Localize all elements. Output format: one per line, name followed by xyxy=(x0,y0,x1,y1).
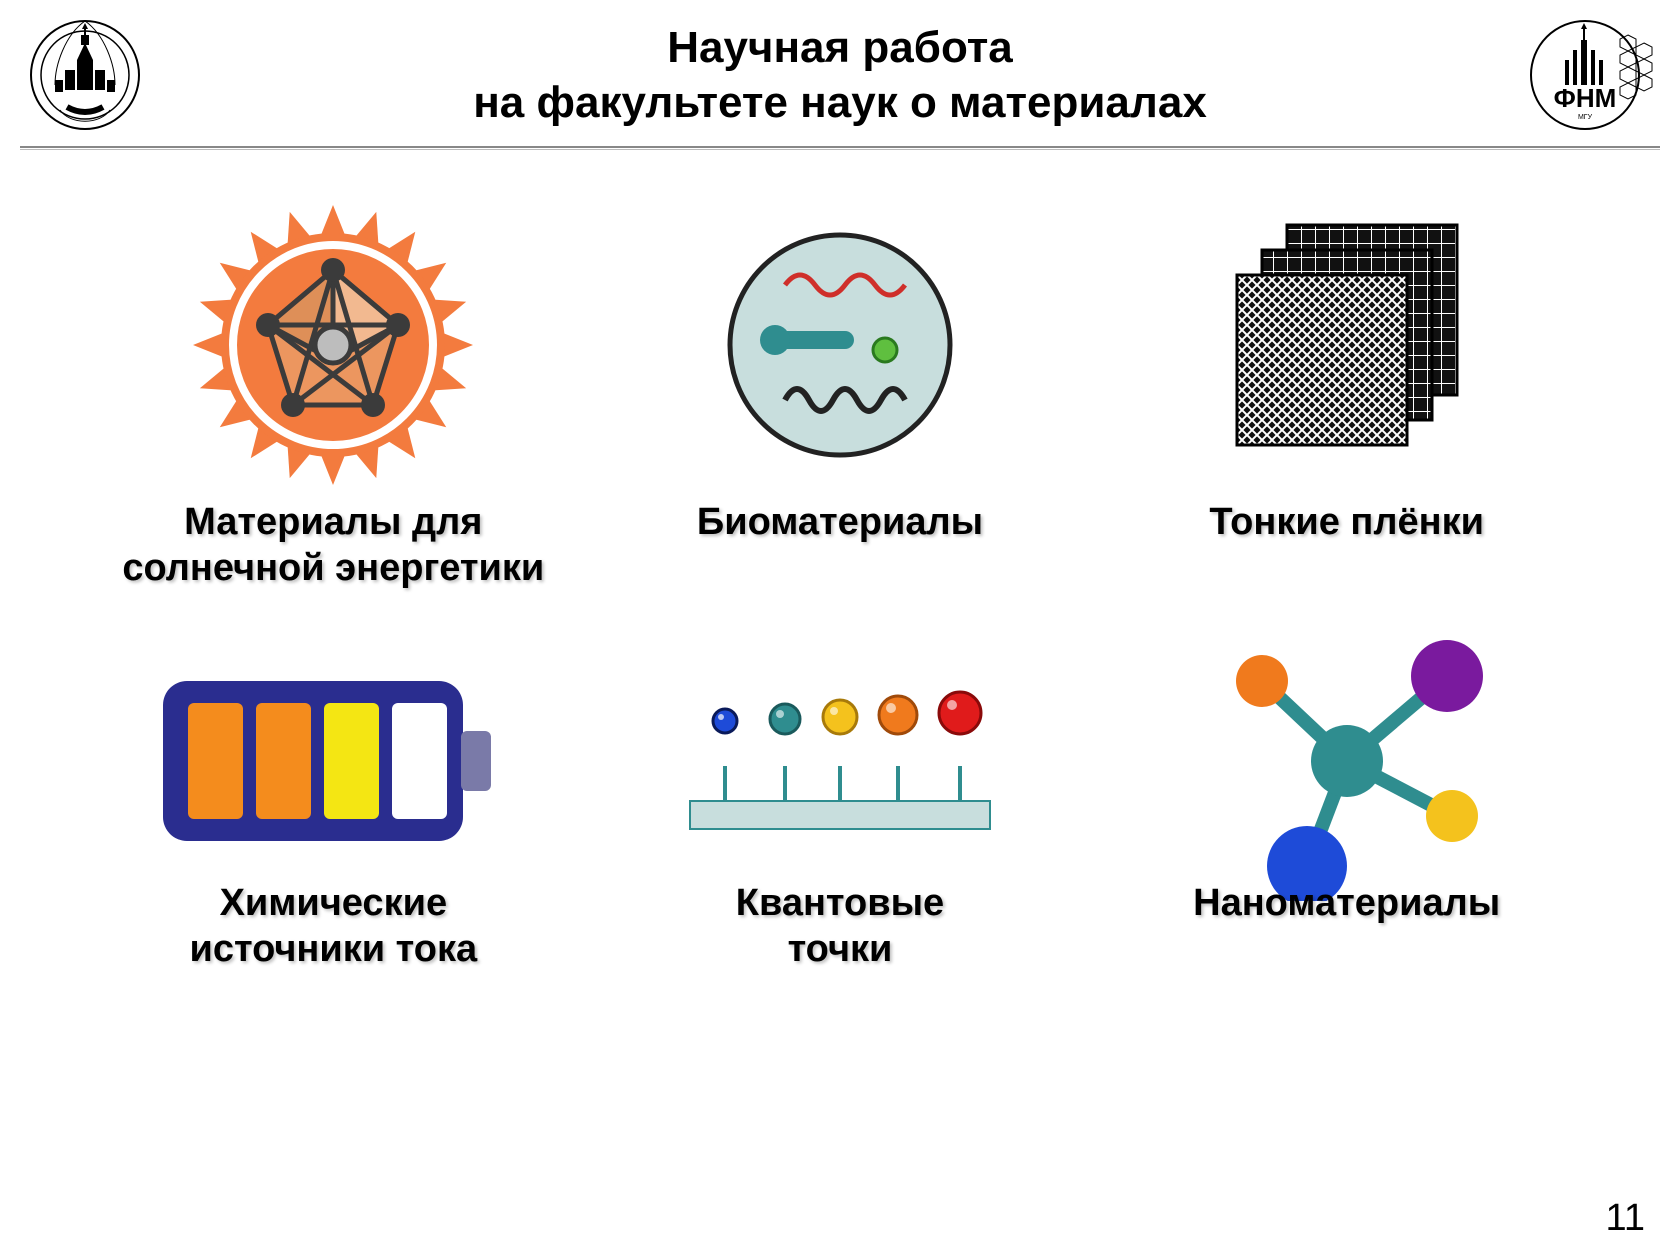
cell-chem: Химическиеисточники тока xyxy=(100,651,567,972)
content-grid: Материалы длясолнечной энергетики Биомат… xyxy=(100,200,1580,972)
solar-icon xyxy=(188,200,478,490)
quantum-dots-icon xyxy=(670,651,1010,871)
solar-label: Материалы длясолнечной энергетики xyxy=(122,500,544,591)
bio-icon xyxy=(715,200,965,490)
cell-bio: Биоматериалы xyxy=(607,200,1074,546)
cell-qd: Квантовыеточки xyxy=(607,651,1074,972)
thin-films-icon xyxy=(1217,200,1477,490)
thin-films-label: Тонкие плёнки xyxy=(1209,500,1484,546)
qd-label: Квантовыеточки xyxy=(736,881,944,972)
logo-fnm-icon: ФНМ МГУ xyxy=(1525,15,1655,140)
title-line1: Научная работа xyxy=(0,20,1680,75)
battery-icon xyxy=(153,651,513,871)
nano-icon xyxy=(1187,651,1507,871)
cell-thin-films: Тонкие плёнки xyxy=(1113,200,1580,546)
cell-nano: Наноматериалы xyxy=(1113,651,1580,927)
title-line2: на факультете наук о материалах xyxy=(0,75,1680,130)
bio-label: Биоматериалы xyxy=(697,500,983,546)
header-divider xyxy=(20,146,1660,150)
logo-msu-icon xyxy=(25,15,145,140)
svg-text:МГУ: МГУ xyxy=(1578,114,1593,121)
nano-label: Наноматериалы xyxy=(1193,881,1500,927)
header: Научная работа на факультете наук о мате… xyxy=(0,0,1680,150)
chem-label: Химическиеисточники тока xyxy=(190,881,478,972)
cell-solar: Материалы длясолнечной энергетики xyxy=(100,200,567,591)
page-number: 11 xyxy=(1606,1197,1645,1240)
svg-text:ФНМ: ФНМ xyxy=(1554,83,1617,113)
page-title: Научная работа на факультете наук о мате… xyxy=(0,0,1680,130)
